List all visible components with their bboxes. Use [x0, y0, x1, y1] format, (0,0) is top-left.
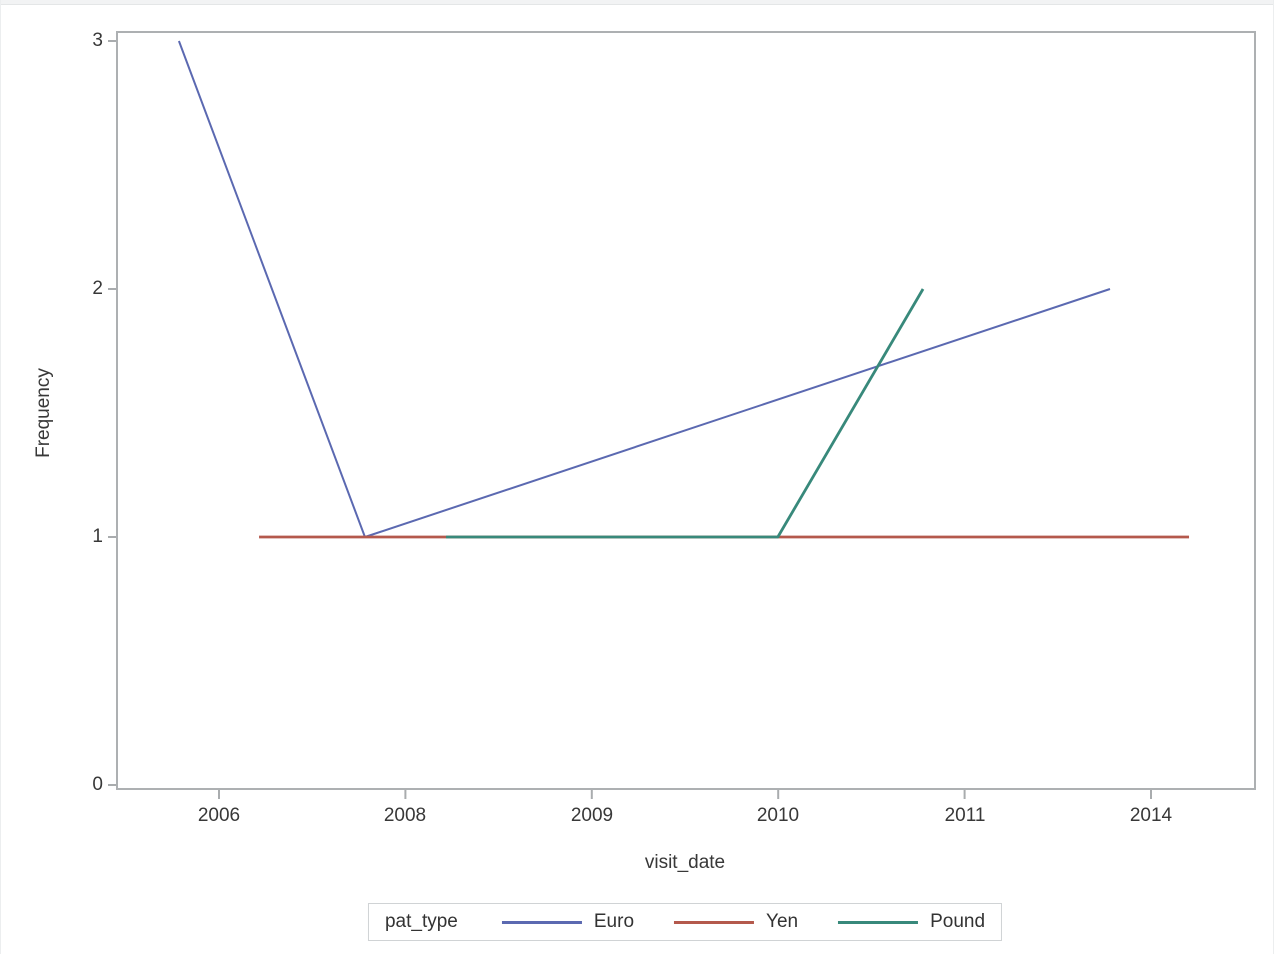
legend: pat_type Euro Yen Pound — [367, 903, 1003, 941]
legend-title: pat_type — [384, 911, 458, 932]
legend-line-swatch-yen — [674, 920, 755, 924]
x-tick-label: 2008 — [383, 805, 427, 826]
legend-label: Euro — [593, 911, 635, 932]
legend-label: Pound — [930, 911, 986, 932]
y-axis-title: Frequency — [33, 368, 54, 458]
legend-line-swatch-euro — [501, 920, 582, 924]
legend-item-euro: Euro — [501, 911, 635, 933]
x-tick-label: 2010 — [756, 805, 800, 826]
series-line-pound — [446, 288, 925, 539]
legend-item-pound: Pound — [838, 911, 985, 933]
y-tick-label: 2 — [92, 278, 103, 299]
x-tick-label: 2009 — [570, 805, 614, 826]
x-tick-label: 2014 — [1129, 805, 1173, 826]
legend-line-swatch-pound — [838, 920, 919, 924]
plot-area — [116, 31, 1256, 790]
legend-label: Yen — [766, 911, 799, 932]
x-tick-label: 2006 — [197, 805, 241, 826]
x-tick-label: 2011 — [944, 805, 986, 826]
page-top-border — [1, 0, 1273, 5]
y-tick-label: 3 — [92, 30, 103, 51]
y-tick-label: 0 — [92, 774, 103, 795]
y-tick-label: 1 — [92, 526, 103, 547]
x-axis-title: visit_date — [644, 852, 726, 873]
legend-item-yen: Yen — [674, 911, 798, 933]
